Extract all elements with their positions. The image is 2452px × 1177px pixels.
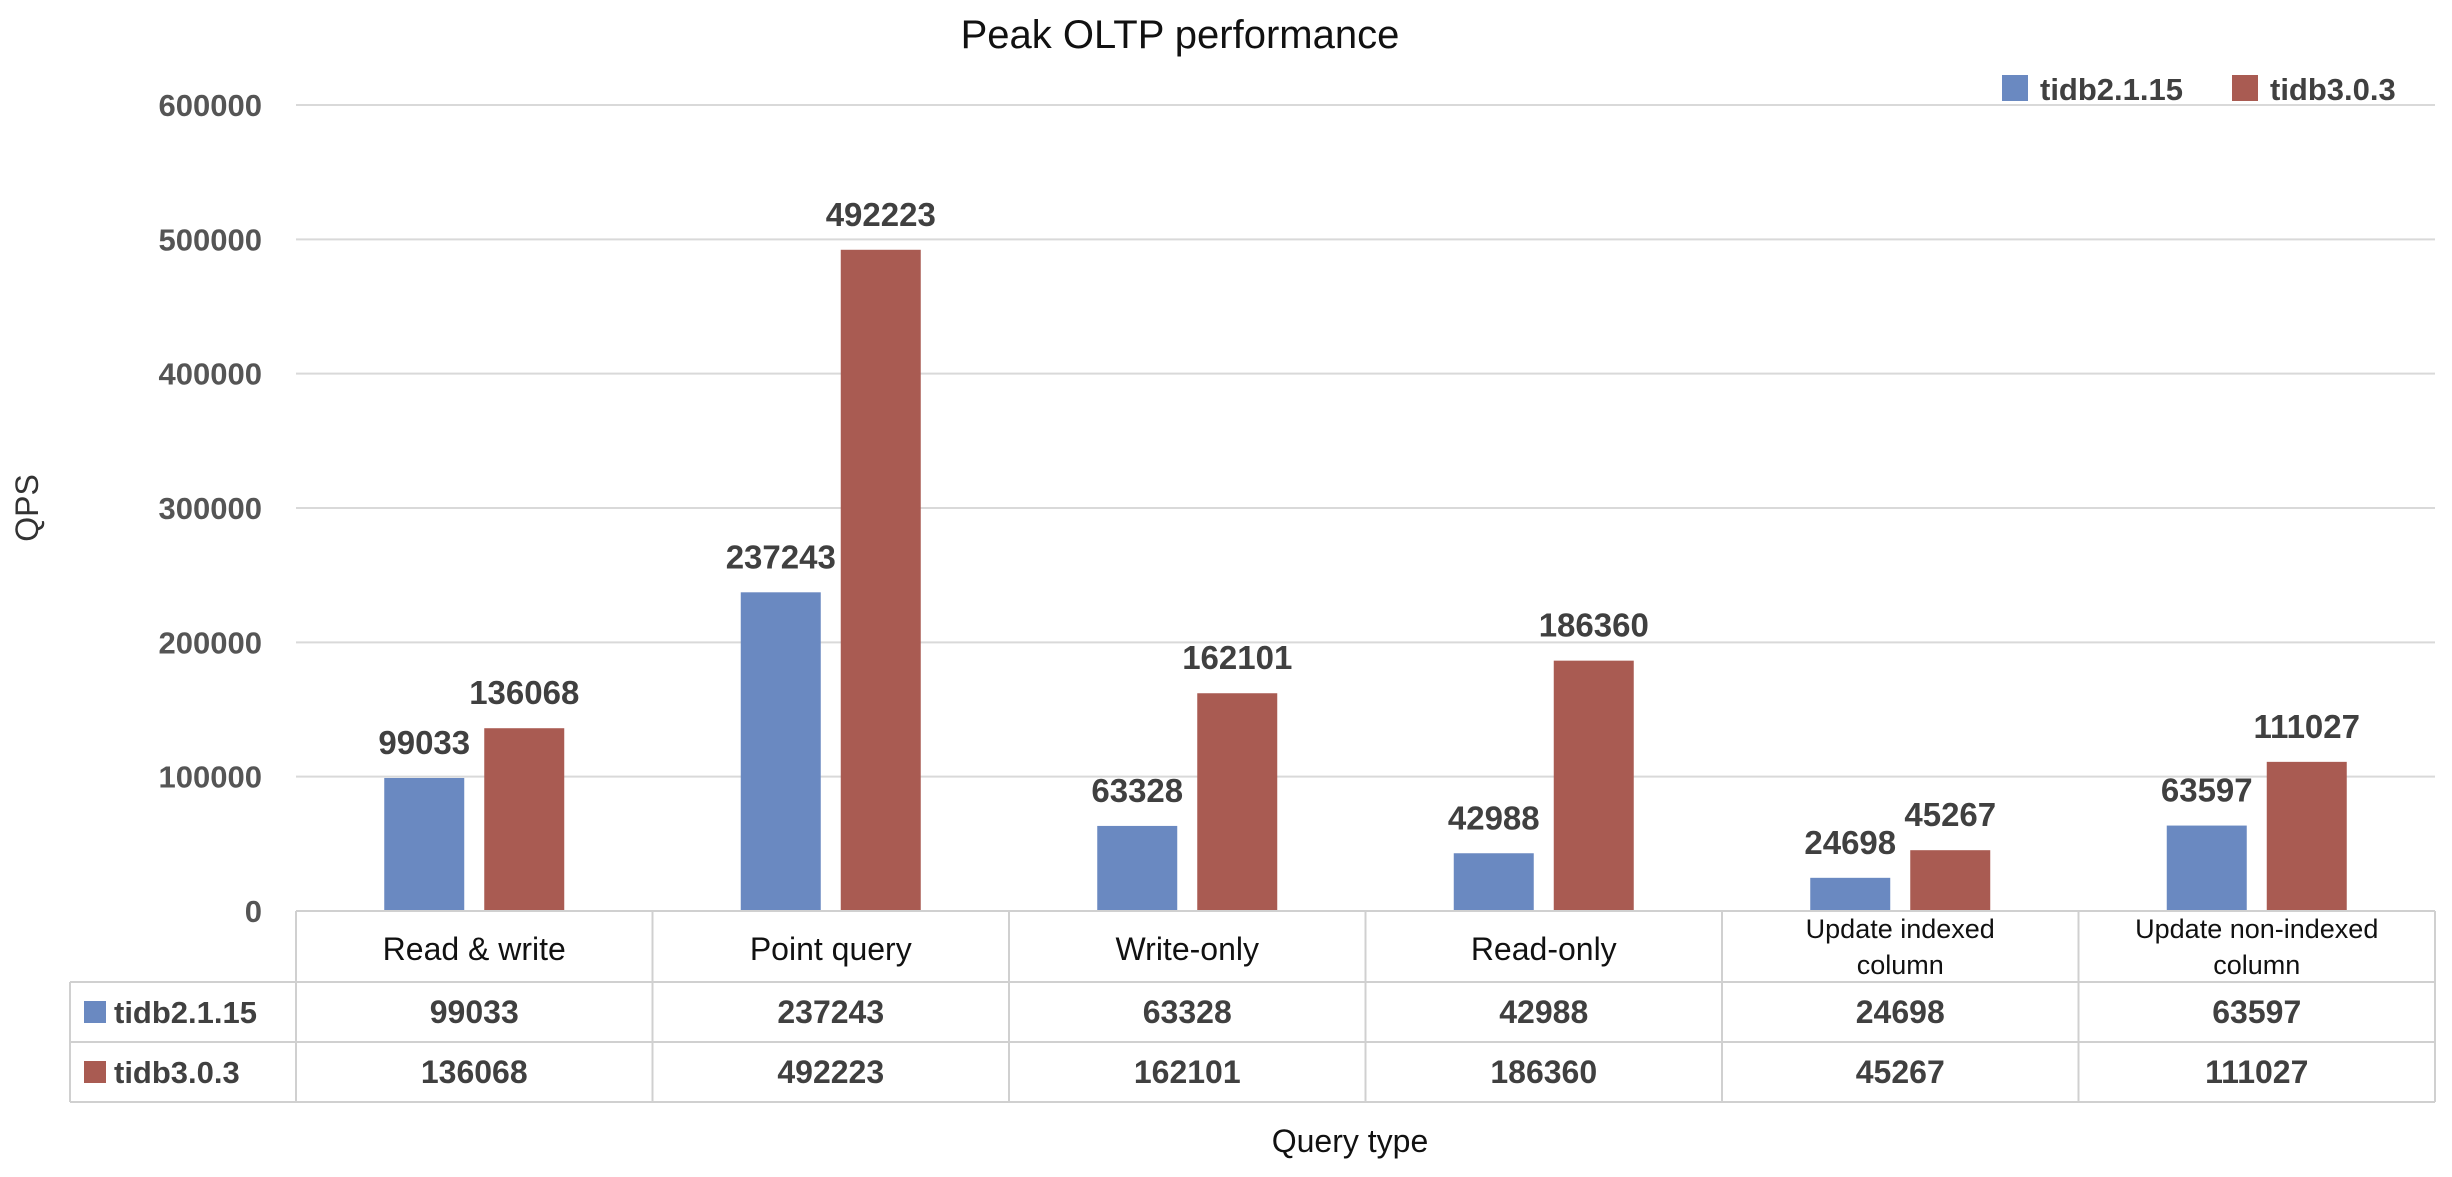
data-label: 111027 (2254, 708, 2360, 745)
y-axis-ticks: 0 100000 200000 300000 400000 500000 600000 (159, 88, 262, 929)
bar (840, 249, 921, 911)
x-tick-label: column (1857, 950, 1944, 980)
bar (1197, 693, 1278, 911)
table-series-name: tidb2.1.15 (114, 995, 257, 1030)
y-tick-label: 500000 (159, 222, 262, 257)
y-tick-label: 100000 (159, 760, 262, 795)
table-cell: 24698 (1856, 994, 1945, 1030)
data-label: 162101 (1182, 639, 1292, 676)
bar (1453, 853, 1534, 911)
x-tick-label: Update non-indexed (2135, 914, 2378, 944)
data-label: 492223 (826, 196, 936, 233)
table-cell: 162101 (1134, 1054, 1241, 1090)
table-cell: 45267 (1856, 1054, 1945, 1090)
y-tick-label: 400000 (159, 357, 262, 392)
y-tick-label: 0 (245, 894, 262, 929)
legend-swatch (2002, 75, 2028, 101)
y-tick-label: 300000 (159, 491, 262, 526)
table-cell: 492223 (777, 1054, 884, 1090)
data-labels: 99033 237243 63328 42988 24698 63597 136068 492… (378, 196, 2360, 861)
bar (1810, 877, 1891, 911)
bar (740, 592, 821, 911)
table-legend-key (84, 1001, 106, 1023)
bar (2266, 761, 2347, 911)
table-cell: 237243 (777, 994, 884, 1030)
table-cell: 99033 (430, 994, 519, 1030)
legend: tidb2.1.15 tidb3.0.3 (2002, 72, 2396, 107)
legend-label: tidb3.0.3 (2270, 72, 2396, 107)
bar (1553, 660, 1634, 911)
data-label: 45267 (1904, 796, 1996, 833)
bar (2166, 825, 2247, 911)
x-tick-label: Read & write (383, 931, 566, 967)
gridlines (296, 104, 2435, 778)
legend-label: tidb2.1.15 (2040, 72, 2183, 107)
x-axis-label: Query type (1272, 1123, 1429, 1159)
data-label: 186360 (1539, 607, 1649, 644)
legend-swatch (2232, 75, 2258, 101)
table-cell: 111027 (2205, 1054, 2308, 1090)
y-tick-label: 200000 (159, 625, 262, 660)
data-label: 99033 (378, 724, 470, 761)
bar (1097, 825, 1178, 911)
table-cell: 136068 (421, 1054, 528, 1090)
bar (384, 777, 465, 911)
data-label: 63328 (1091, 772, 1183, 809)
x-tick-label: Read-only (1471, 931, 1617, 967)
chart-title: Peak OLTP performance (961, 13, 1400, 57)
y-axis-label: QPS (9, 474, 45, 542)
data-label: 42988 (1448, 799, 1540, 836)
x-tick-label: Point query (750, 931, 912, 967)
table-series-name: tidb3.0.3 (114, 1055, 240, 1090)
data-label: 136068 (469, 674, 579, 711)
x-tick-label: Update indexed (1806, 914, 1995, 944)
bar (1910, 850, 1991, 911)
table-cell: 42988 (1499, 994, 1588, 1030)
data-label: 237243 (726, 538, 836, 575)
table-legend-key (84, 1061, 106, 1083)
x-tick-label: column (2213, 950, 2300, 980)
y-tick-label: 600000 (159, 88, 262, 123)
bars (384, 249, 2347, 911)
x-tick-label: Write-only (1116, 931, 1259, 967)
table-cell: 63597 (2212, 994, 2301, 1030)
bar (484, 728, 565, 911)
data-table: Read & write Point query Write-only Read-on… (69, 910, 2436, 1103)
table-cell: 186360 (1490, 1054, 1597, 1090)
data-label: 24698 (1804, 824, 1896, 861)
data-label: 63597 (2161, 772, 2253, 809)
table-cell: 63328 (1143, 994, 1232, 1030)
